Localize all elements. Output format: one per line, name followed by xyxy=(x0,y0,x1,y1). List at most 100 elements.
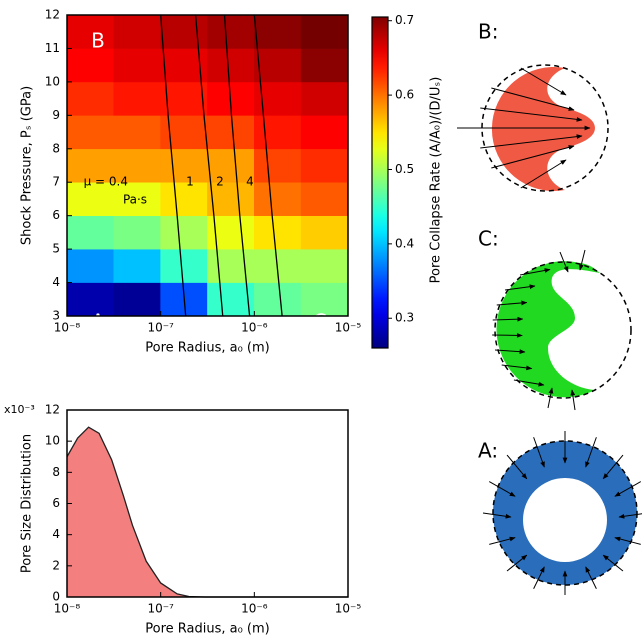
heat-cell xyxy=(300,282,349,317)
heat-cell xyxy=(113,14,161,49)
arrow xyxy=(614,481,642,497)
y-axis-label: Shock Pressure, Pₛ (GPa) xyxy=(20,86,35,245)
arrow xyxy=(492,316,524,322)
heat-cell xyxy=(254,282,302,317)
arrow xyxy=(506,554,528,572)
region-label: A xyxy=(91,310,105,334)
y-tick-label: 4 xyxy=(52,275,60,289)
arrow xyxy=(496,300,528,306)
arrow xyxy=(482,512,512,519)
arrow xyxy=(533,437,545,468)
contour-line xyxy=(194,14,224,317)
y-axis-label: Pore Size Distribution xyxy=(20,434,35,573)
contour-line xyxy=(253,14,283,317)
y-tick-label: 5 xyxy=(52,242,60,256)
y-tick-label: 4 xyxy=(52,527,60,541)
diagram-label: C: xyxy=(478,227,499,251)
y-tick-label: 9 xyxy=(52,108,60,122)
contour-label: μ = 0.4 xyxy=(84,175,128,189)
heat-cell xyxy=(207,148,255,183)
x-axis-label: Pore Radius, a₀ (m) xyxy=(145,622,270,637)
heat-cell xyxy=(113,115,161,150)
heat-cell xyxy=(66,148,115,183)
colorbar-tick-label: 0.5 xyxy=(395,162,414,176)
heat-cell xyxy=(300,81,349,116)
y-tick-label: 6 xyxy=(52,496,60,510)
arrow xyxy=(585,437,597,468)
x-tick-label: 10⁻⁶ xyxy=(241,602,268,616)
heat-cell xyxy=(300,181,349,216)
y-tick-label: 12 xyxy=(45,8,60,22)
arrow xyxy=(559,251,569,273)
heat-cell xyxy=(160,81,208,116)
arrow xyxy=(489,536,516,545)
heat-cell xyxy=(207,115,255,150)
heat-cell xyxy=(207,248,255,283)
arrow xyxy=(585,566,597,589)
heat-cell xyxy=(254,215,302,250)
heat-cell xyxy=(66,248,115,283)
heat-cell xyxy=(254,181,302,216)
contour-label: 4 xyxy=(246,175,254,189)
arrow xyxy=(533,566,545,589)
heat-cell xyxy=(66,14,115,49)
y-tick-label: 6 xyxy=(52,208,60,222)
heat-cell xyxy=(160,248,208,283)
arrow xyxy=(602,454,624,480)
pore-outline xyxy=(494,261,632,399)
arrow xyxy=(578,249,586,271)
arrow xyxy=(618,513,642,519)
arrow xyxy=(506,454,528,480)
y-tick-label: 10 xyxy=(45,434,60,448)
arrow xyxy=(492,333,523,338)
heat-cell xyxy=(66,215,115,250)
heat-cell xyxy=(160,215,208,250)
x-tick-label: 10⁻⁶ xyxy=(241,321,268,335)
y-tick-label: 8 xyxy=(52,465,60,479)
schematics: B: C: A: xyxy=(457,20,642,595)
heat-cell xyxy=(113,48,161,83)
heat-cell xyxy=(300,48,349,83)
plot-frame xyxy=(66,14,349,317)
heat-cell xyxy=(113,282,161,317)
heat-cell xyxy=(113,81,161,116)
colorbar-label: Pore Collapse Rate (A/A₀)/(D/Uₛ) xyxy=(429,77,444,284)
heat-cell xyxy=(254,14,302,49)
y-tick-label: 11 xyxy=(45,41,60,55)
x-axis-label: Pore Radius, a₀ (m) xyxy=(145,341,270,356)
heat-cell xyxy=(113,148,161,183)
heat-cell xyxy=(254,115,302,150)
area-fill xyxy=(67,427,348,597)
x-tick-label: 10⁻⁵ xyxy=(335,321,362,335)
annotation: Pa·s xyxy=(123,193,147,207)
heat-cell xyxy=(207,48,255,83)
arrow xyxy=(494,349,526,355)
x-tick-label: 10⁻⁸ xyxy=(54,602,81,616)
arrow xyxy=(570,389,576,411)
heat-cell xyxy=(66,282,115,317)
collapse-shape-c xyxy=(496,261,600,398)
y-tick-label: 12 xyxy=(45,403,60,417)
y-tick-label: 7 xyxy=(52,175,60,189)
heat-cell xyxy=(300,14,349,49)
contour-line xyxy=(223,14,251,317)
contour-label: 2 xyxy=(216,175,224,189)
heat-cell xyxy=(254,48,302,83)
pore-outline xyxy=(481,64,609,192)
heat-cell xyxy=(160,148,208,183)
heat-cell xyxy=(113,215,161,250)
heat-cell xyxy=(300,115,349,150)
y-tick-label: 0 xyxy=(52,590,60,604)
colorbar xyxy=(371,16,389,349)
arrow xyxy=(602,554,624,572)
heat-cell xyxy=(254,148,302,183)
arrow xyxy=(520,67,567,96)
arrow xyxy=(480,134,583,149)
pore-inner xyxy=(523,478,607,562)
colorbar-tick-label: 0.4 xyxy=(395,236,414,250)
contour-line xyxy=(160,14,187,317)
colorbar-tick-label: 0.3 xyxy=(395,311,414,325)
region-label: B xyxy=(91,29,105,53)
